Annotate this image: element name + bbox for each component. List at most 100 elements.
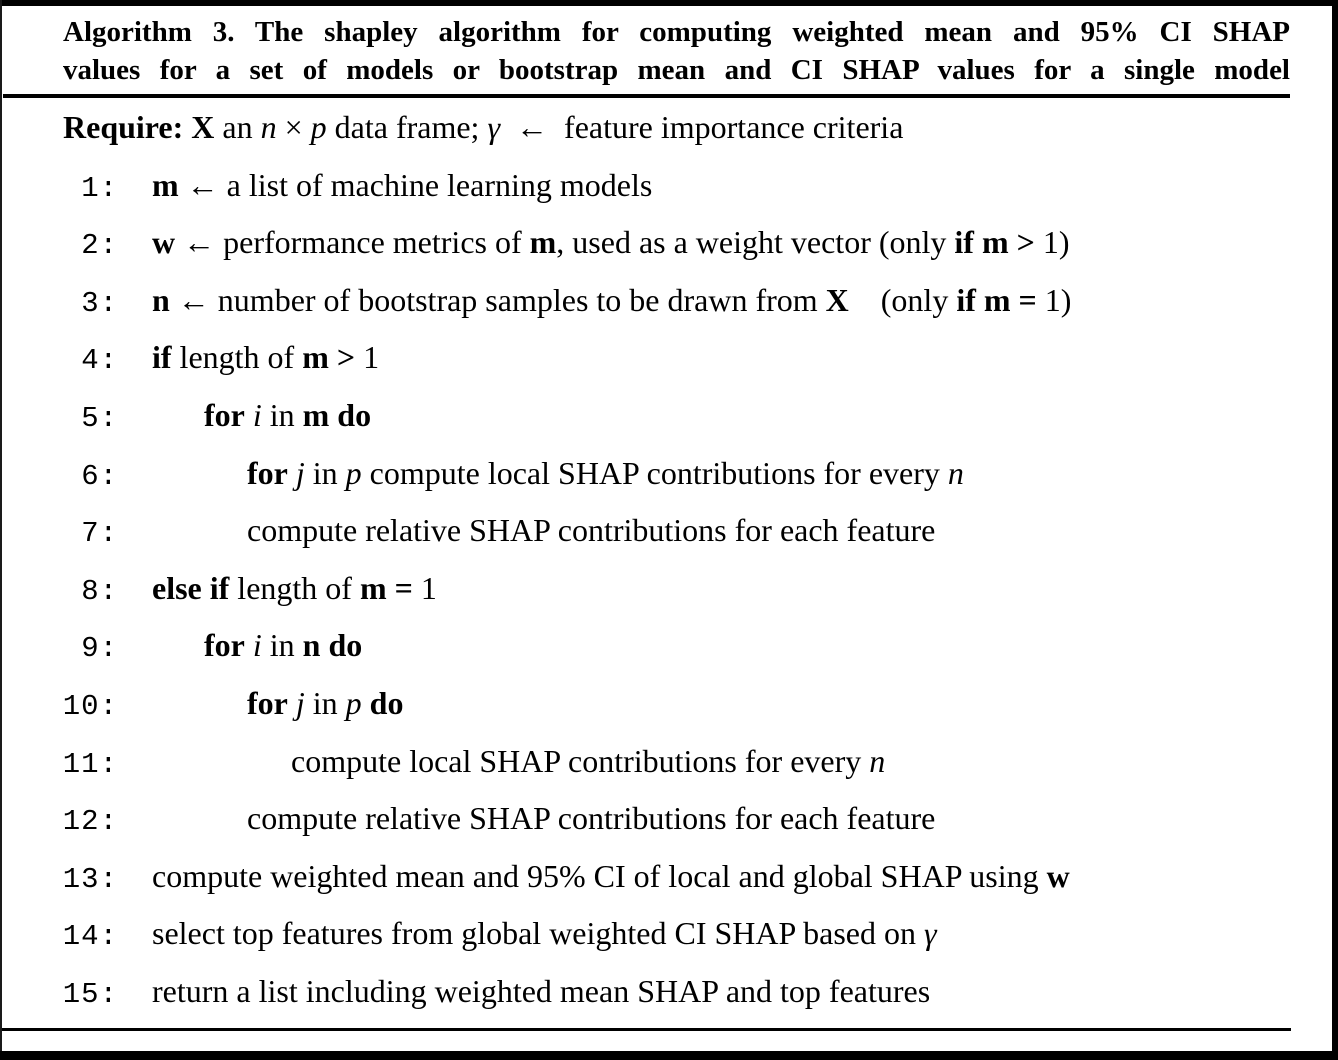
- text-segment: for: [204, 396, 245, 433]
- text-segment: ← number of bootstrap samples to be draw…: [169, 281, 826, 318]
- line-content: else if length of m = 1: [152, 560, 437, 618]
- line-content: compute local SHAP contributions for eve…: [291, 733, 885, 791]
- scan-border-top: [0, 0, 1338, 6]
- require-line: Require: X an n × p data frame; γ ← feat…: [0, 99, 1330, 157]
- line-number: 11:: [62, 747, 118, 781]
- line-number: 5:: [81, 401, 118, 435]
- line-content: compute weighted mean and 95% CI of loca…: [152, 848, 1070, 906]
- algo-lines: Require: X an n × p data frame; γ ← feat…: [0, 99, 1330, 1021]
- text-segment: =: [394, 569, 413, 606]
- line-number: 15:: [62, 977, 118, 1011]
- line-number: 9:: [81, 632, 118, 666]
- text-segment: compute relative SHAP contributions for …: [247, 800, 936, 837]
- algorithm-title: Algorithm 3. The shapley algorithm for c…: [63, 13, 1290, 89]
- text-segment: for: [204, 627, 245, 664]
- text-segment: ← feature importance criteria: [500, 109, 904, 145]
- algo-line-9: 9: for i in n do: [0, 617, 1330, 675]
- algo-line-15: 15: return a list including weighted mean…: [0, 963, 1330, 1021]
- algorithm-title-line-1: Algorithm 3. The shapley algorithm for c…: [63, 16, 1290, 48]
- scan-border-left: [0, 0, 2, 1060]
- text-segment: j: [295, 684, 305, 721]
- line-number: 3:: [81, 286, 118, 320]
- line-number: 1:: [81, 171, 118, 205]
- text-segment: if: [152, 339, 172, 376]
- text-segment: select top features from global weighted…: [152, 915, 924, 952]
- text-segment: w: [152, 224, 176, 261]
- bottom-divider-rule: [2, 1028, 1291, 1031]
- line-content: w ← performance metrics of m, used as a …: [152, 214, 1069, 272]
- text-segment: j: [295, 454, 305, 491]
- line-number: 2:: [81, 229, 118, 263]
- text-segment: an: [214, 109, 261, 145]
- text-segment: γ: [487, 109, 501, 145]
- title-divider-rule: [3, 94, 1290, 98]
- text-segment: [245, 397, 253, 433]
- text-segment: , used as a weight vector (only: [556, 224, 955, 261]
- text-segment: 1: [412, 569, 437, 606]
- line-content: Require: X an n × p data frame; γ ← feat…: [63, 99, 903, 157]
- algo-line-14: 14: select top features from global weigh…: [0, 905, 1330, 963]
- algo-line-10: 10: for j in p do: [0, 675, 1330, 733]
- text-segment: ← performance metrics of: [175, 224, 530, 261]
- text-segment: ×: [276, 109, 311, 145]
- line-content: for j in p do: [247, 675, 403, 733]
- line-number: 8:: [81, 574, 118, 608]
- line-content: select top features from global weighted…: [152, 905, 937, 963]
- text-segment: if m =: [956, 281, 1037, 318]
- line-content: for i in m do: [204, 387, 371, 445]
- text-segment: m: [152, 166, 179, 203]
- text-segment: X: [191, 109, 215, 145]
- text-segment: data frame;: [326, 109, 488, 145]
- line-content: compute relative SHAP contributions for …: [247, 502, 935, 560]
- text-segment: γ: [923, 915, 937, 952]
- text-segment: n: [152, 281, 170, 318]
- algo-line-12: 12: compute relative SHAP contributions f…: [0, 790, 1330, 848]
- text-segment: for: [247, 684, 288, 721]
- text-segment: [387, 570, 395, 606]
- line-content: for j in p compute local SHAP contributi…: [247, 445, 964, 503]
- text-segment: return a list including weighted mean SH…: [152, 972, 931, 1009]
- text-segment: compute weighted mean and 95% CI of loca…: [152, 857, 1047, 894]
- text-segment: p: [345, 454, 362, 491]
- text-segment: m: [529, 224, 557, 261]
- text-segment: p: [310, 109, 327, 145]
- text-segment: [245, 627, 253, 663]
- text-segment: if m >: [954, 224, 1035, 261]
- line-number: 7:: [81, 517, 118, 551]
- text-segment: (only: [848, 281, 957, 318]
- line-content: if length of m > 1: [152, 329, 379, 387]
- text-segment: Require:: [63, 109, 192, 145]
- text-segment: [329, 339, 337, 375]
- line-content: return a list including weighted mean SH…: [152, 963, 930, 1021]
- line-content: compute relative SHAP contributions for …: [247, 790, 935, 848]
- text-segment: in: [304, 454, 346, 491]
- text-segment: else if: [152, 569, 230, 606]
- algo-line-4: 4: if length of m > 1: [0, 329, 1330, 387]
- text-segment: length of: [171, 339, 303, 376]
- algo-line-3: 3: n ← number of bootstrap samples to be …: [0, 272, 1330, 330]
- text-segment: [288, 685, 296, 721]
- text-segment: [288, 455, 296, 491]
- text-segment: 1): [1036, 281, 1072, 318]
- text-segment: compute local SHAP contributions for eve…: [291, 742, 870, 779]
- text-segment: do: [369, 684, 404, 721]
- algo-line-11: 11: compute local SHAP contributions for …: [0, 733, 1330, 791]
- line-number: 10:: [62, 689, 118, 723]
- scan-border-right: [1332, 0, 1338, 1060]
- text-segment: n do: [302, 627, 363, 664]
- algo-line-1: 1: m ← a list of machine learning models: [0, 157, 1330, 215]
- algo-line-13: 13: compute weighted mean and 95% CI of l…: [0, 848, 1330, 906]
- text-segment: compute local SHAP contributions for eve…: [361, 454, 948, 491]
- text-segment: w: [1046, 857, 1070, 894]
- line-number: 6:: [81, 459, 118, 493]
- text-segment: n: [947, 454, 964, 491]
- algorithm-title-line-2: values for a set of models or bootstrap …: [63, 54, 1290, 86]
- line-content: for i in n do: [204, 617, 362, 675]
- text-segment: m: [359, 569, 387, 606]
- algo-line-7: 7: compute relative SHAP contributions fo…: [0, 502, 1330, 560]
- algo-line-2: 2: w ← performance metrics of m, used as …: [0, 214, 1330, 272]
- text-segment: i: [252, 396, 262, 433]
- text-segment: 1): [1034, 224, 1070, 261]
- line-number: 14:: [62, 920, 118, 954]
